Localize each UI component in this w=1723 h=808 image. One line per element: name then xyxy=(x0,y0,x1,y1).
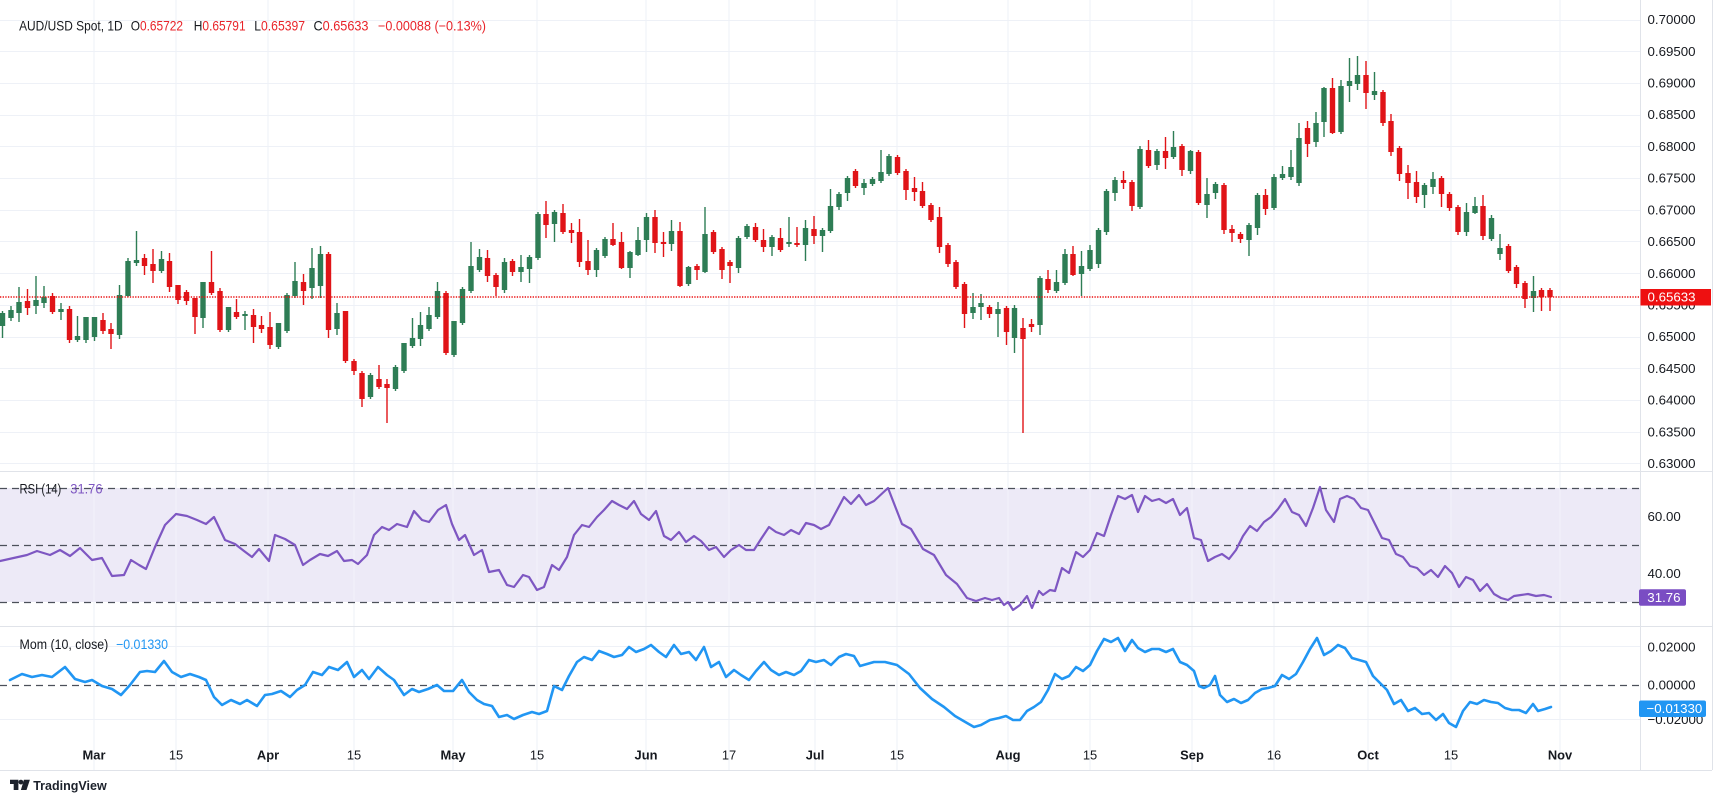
svg-text:0.00000: 0.00000 xyxy=(1648,678,1696,693)
svg-text:0.63000: 0.63000 xyxy=(1648,456,1696,471)
svg-text:0.65000: 0.65000 xyxy=(1648,329,1696,344)
svg-text:Jul: Jul xyxy=(806,747,825,762)
svg-text:0.66500: 0.66500 xyxy=(1648,234,1696,249)
svg-text:May: May xyxy=(440,747,466,762)
svg-text:0.02000: 0.02000 xyxy=(1648,639,1696,654)
svg-text:0.65633: 0.65633 xyxy=(1648,290,1696,305)
svg-text:16: 16 xyxy=(1267,747,1281,762)
svg-text:15: 15 xyxy=(1444,747,1458,762)
svg-text:0.68000: 0.68000 xyxy=(1648,139,1696,154)
svg-text:Apr: Apr xyxy=(257,747,279,762)
svg-text:Oct: Oct xyxy=(1357,747,1379,762)
svg-text:−0.01330: −0.01330 xyxy=(1647,701,1703,716)
svg-text:Aug: Aug xyxy=(995,747,1020,762)
svg-text:Jun: Jun xyxy=(635,747,658,762)
svg-text:40.00: 40.00 xyxy=(1648,566,1681,581)
svg-text:15: 15 xyxy=(169,747,183,762)
svg-text:L0.65397: L0.65397 xyxy=(254,18,305,33)
svg-text:AUD/USD Spot, 1D: AUD/USD Spot, 1D xyxy=(19,18,123,33)
svg-text:15: 15 xyxy=(890,747,904,762)
svg-text:Sep: Sep xyxy=(1180,747,1204,762)
svg-text:C0.65633: C0.65633 xyxy=(314,18,369,33)
svg-text:0.66000: 0.66000 xyxy=(1648,266,1696,281)
svg-text:60.00: 60.00 xyxy=(1648,509,1681,524)
svg-text:17: 17 xyxy=(722,747,736,762)
svg-text:Mom (10, close): Mom (10, close) xyxy=(20,637,109,652)
svg-text:0.67500: 0.67500 xyxy=(1648,171,1696,186)
svg-text:0.68500: 0.68500 xyxy=(1648,107,1696,122)
svg-text:0.69000: 0.69000 xyxy=(1648,76,1696,91)
svg-text:O0.65722: O0.65722 xyxy=(131,18,183,33)
svg-text:TradingView: TradingView xyxy=(33,778,107,793)
svg-text:0.70000: 0.70000 xyxy=(1648,12,1696,27)
svg-text:0.64500: 0.64500 xyxy=(1648,361,1696,376)
svg-text:Mar: Mar xyxy=(83,747,106,762)
svg-text:15: 15 xyxy=(1083,747,1097,762)
svg-text:0.69500: 0.69500 xyxy=(1648,44,1696,59)
svg-text:0.67000: 0.67000 xyxy=(1648,202,1696,217)
svg-text:0.63500: 0.63500 xyxy=(1648,424,1696,439)
svg-text:RSI (14): RSI (14) xyxy=(20,481,62,496)
svg-text:−0.00088 (−0.13%): −0.00088 (−0.13%) xyxy=(378,18,486,33)
svg-text:0.64000: 0.64000 xyxy=(1648,393,1696,408)
svg-text:15: 15 xyxy=(347,747,361,762)
svg-text:31.76: 31.76 xyxy=(70,481,102,496)
svg-text:H0.65791: H0.65791 xyxy=(194,18,246,33)
svg-text:−0.01330: −0.01330 xyxy=(116,637,168,652)
svg-text:Nov: Nov xyxy=(1548,747,1573,762)
svg-text:31.76: 31.76 xyxy=(1647,590,1680,605)
svg-text:15: 15 xyxy=(530,747,544,762)
